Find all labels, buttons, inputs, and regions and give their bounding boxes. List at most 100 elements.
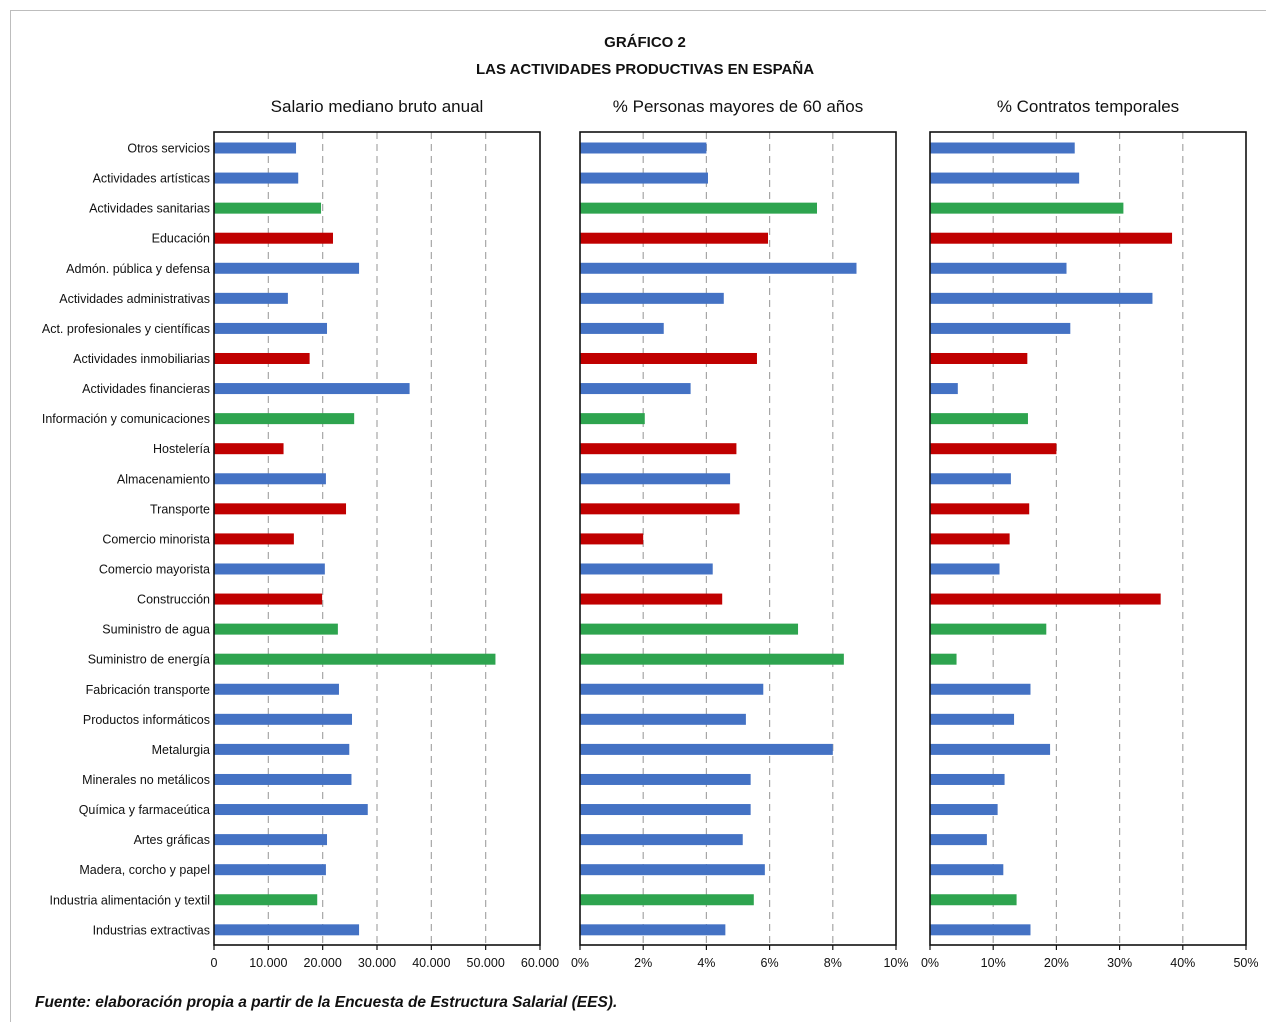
- bar: [214, 262, 360, 274]
- bar: [930, 292, 1153, 304]
- chart-subtitle: LAS ACTIVIDADES PRODUCTIVAS EN ESPAÑA: [475, 61, 815, 78]
- bar: [930, 202, 1124, 214]
- bar: [214, 503, 347, 515]
- category-label: Transporte: [150, 502, 210, 516]
- bar: [214, 142, 297, 154]
- tick-label: 40%: [1170, 956, 1195, 970]
- category-label: Industria alimentación y textil: [50, 893, 211, 907]
- panel-title: % Personas mayores de 60 años: [613, 97, 863, 116]
- category-label: Suministro de energía: [88, 653, 210, 667]
- bar: [214, 894, 318, 906]
- bar: [214, 563, 325, 575]
- bar: [580, 834, 743, 846]
- bar: [930, 172, 1080, 184]
- category-label: Admón. pública y defensa: [66, 262, 210, 276]
- tick-label: 2%: [634, 956, 652, 970]
- tick-label: 60.000: [521, 956, 559, 970]
- category-label: Comercio minorista: [102, 532, 210, 546]
- bar: [580, 503, 740, 515]
- bar: [930, 743, 1051, 755]
- category-label: Act. profesionales y científicas: [42, 322, 210, 336]
- category-label: Actividades sanitarias: [89, 202, 210, 216]
- bar: [580, 202, 817, 214]
- category-label: Otros servicios: [127, 142, 210, 156]
- bar: [580, 804, 751, 816]
- bar: [930, 563, 1000, 575]
- bar: [580, 443, 737, 455]
- bar: [930, 683, 1031, 695]
- panel-title: Salario mediano bruto anual: [271, 97, 484, 116]
- bar: [214, 593, 323, 605]
- category-label: Construcción: [137, 593, 210, 607]
- bar: [214, 533, 294, 545]
- tick-label: 6%: [761, 956, 779, 970]
- bar: [580, 322, 664, 334]
- bar: [580, 864, 765, 876]
- bar: [930, 834, 987, 846]
- category-label: Información y comunicaciones: [42, 412, 210, 426]
- tick-label: 50.000: [467, 956, 505, 970]
- bar: [930, 232, 1173, 244]
- category-label: Suministro de agua: [102, 623, 210, 637]
- chart-frame: [10, 10, 1266, 1022]
- bar: [930, 503, 1030, 515]
- bar: [930, 713, 1015, 725]
- bar: [580, 623, 799, 635]
- bar: [580, 773, 751, 785]
- bar: [214, 864, 326, 876]
- category-label: Comercio mayorista: [99, 562, 210, 576]
- source-note: Fuente: elaboración propia a partir de l…: [35, 994, 618, 1011]
- bar: [930, 593, 1161, 605]
- bar: [580, 533, 644, 545]
- category-label: Actividades inmobiliarias: [73, 352, 210, 366]
- bar: [580, 653, 844, 665]
- tick-label: 30.000: [358, 956, 396, 970]
- bar: [214, 443, 284, 455]
- bar: [214, 623, 338, 635]
- bar: [580, 894, 754, 906]
- bar: [214, 683, 339, 695]
- category-label: Metalurgia: [152, 743, 210, 757]
- bar: [930, 262, 1067, 274]
- bar: [580, 743, 833, 755]
- bar: [214, 322, 328, 334]
- panel-frame: [929, 131, 1247, 946]
- bar: [214, 413, 355, 425]
- bar: [930, 864, 1004, 876]
- tick-label: 40.000: [412, 956, 450, 970]
- bar: [214, 804, 368, 816]
- bar: [930, 653, 957, 665]
- tick-label: 50%: [1233, 956, 1258, 970]
- tick-label: 10%: [981, 956, 1006, 970]
- panel-title: % Contratos temporales: [997, 97, 1179, 116]
- bar: [580, 383, 691, 395]
- bar: [930, 383, 958, 395]
- category-label: Actividades artísticas: [93, 172, 210, 186]
- bar: [214, 653, 496, 665]
- category-label: Minerales no metálicos: [82, 773, 210, 787]
- bar: [214, 834, 328, 846]
- bar: [214, 713, 353, 725]
- bar: [930, 322, 1071, 334]
- bar: [580, 262, 857, 274]
- tick-label: 0%: [921, 956, 939, 970]
- bar: [580, 713, 746, 725]
- bar: [580, 563, 713, 575]
- bar: [580, 142, 707, 154]
- bar: [930, 924, 1031, 936]
- bar: [930, 443, 1057, 455]
- bar: [214, 743, 350, 755]
- bar: [214, 352, 310, 364]
- bar: [580, 292, 724, 304]
- bar: [930, 894, 1017, 906]
- bar: [580, 172, 708, 184]
- bar: [580, 924, 726, 936]
- bar: [214, 773, 352, 785]
- category-label: Educación: [152, 232, 210, 246]
- bar: [214, 202, 322, 214]
- category-label: Industrias extractivas: [93, 923, 210, 937]
- bar: [214, 924, 360, 936]
- bar: [930, 352, 1028, 364]
- category-label: Hostelería: [153, 442, 210, 456]
